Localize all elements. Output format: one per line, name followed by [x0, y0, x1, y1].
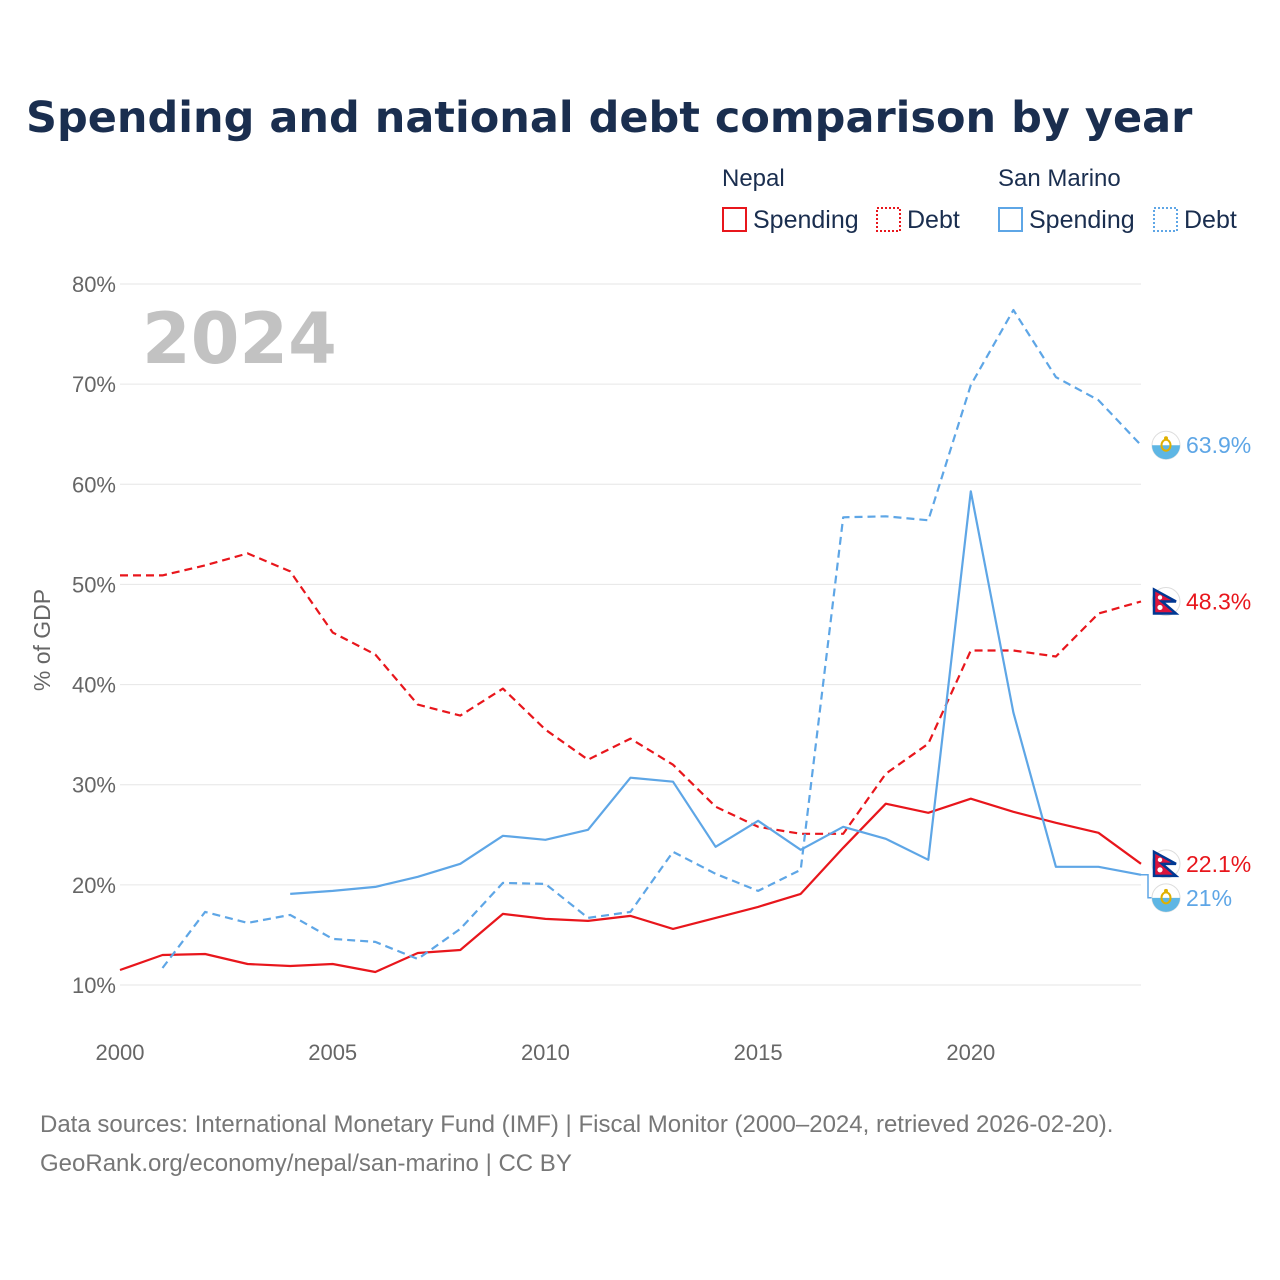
end-label-san-marino-spending: 21%	[1186, 885, 1232, 911]
gridlines	[120, 283, 1141, 986]
y-tick-label: 10%	[72, 973, 116, 998]
x-axis-ticks: 2000 2005 2010 2015 2020	[96, 1040, 996, 1065]
y-axis-ticks: 10% 20% 30% 40% 50% 60% 70% 80%	[72, 272, 116, 998]
y-tick-label: 70%	[72, 372, 116, 397]
year-watermark: 2024	[142, 298, 337, 380]
legend-swatch-nepal-debt	[876, 207, 901, 232]
source-line-1: Data sources: International Monetary Fun…	[40, 1111, 1113, 1138]
legend-label-san-marino-debt: Debt	[1184, 206, 1237, 234]
source-line-2: GeoRank.org/economy/nepal/san-marino | C…	[40, 1150, 572, 1177]
legend-label-nepal-debt: Debt	[907, 206, 960, 234]
y-tick-label: 80%	[72, 272, 116, 297]
y-tick-label: 60%	[72, 472, 116, 497]
y-tick-label: 30%	[72, 773, 116, 798]
x-tick-label: 2000	[96, 1040, 145, 1065]
x-tick-label: 2010	[521, 1040, 570, 1065]
legend: Nepal Spending Debt San Marino Spending …	[722, 165, 1237, 234]
end-label-nepal-debt: 48.3%	[1186, 588, 1251, 614]
san-marino-flag-icon	[1151, 430, 1181, 460]
end-label-san-marino-debt: 63.9%	[1186, 432, 1251, 458]
x-tick-label: 2005	[308, 1040, 357, 1065]
legend-label-san-marino-spending: Spending	[1029, 206, 1135, 234]
y-tick-label: 40%	[72, 673, 116, 698]
x-tick-label: 2015	[734, 1040, 783, 1065]
legend-swatch-san-marino-spending	[998, 207, 1023, 232]
end-connector	[1141, 874, 1152, 899]
san-marino-flag-icon	[1151, 883, 1181, 913]
legend-group-san-marino: San Marino	[998, 165, 1121, 192]
end-label-nepal-spending: 22.1%	[1186, 851, 1251, 877]
x-tick-label: 2020	[946, 1040, 995, 1065]
legend-swatch-san-marino-debt	[1153, 207, 1178, 232]
chart-title: Spending and national debt comparison by…	[26, 93, 1193, 143]
series-line-san-marino-debt	[161, 308, 1142, 969]
series-line-nepal-debt	[120, 552, 1142, 835]
legend-label-nepal-spending: Spending	[753, 206, 859, 234]
legend-swatch-nepal-spending	[722, 207, 747, 232]
end-markers: 63.9% 48.3% 22.1% 21%	[1141, 430, 1251, 913]
legend-group-nepal: Nepal	[722, 165, 785, 192]
series-line-san-marino-spending	[290, 490, 1142, 895]
nepal-flag-icon	[1151, 849, 1181, 879]
y-tick-label: 50%	[72, 572, 116, 597]
series-line-nepal-spending	[119, 797, 1142, 974]
y-axis-title: % of GDP	[29, 589, 55, 691]
nepal-flag-icon	[1151, 586, 1181, 616]
series-layer	[119, 308, 1142, 974]
y-tick-label: 20%	[72, 873, 116, 898]
